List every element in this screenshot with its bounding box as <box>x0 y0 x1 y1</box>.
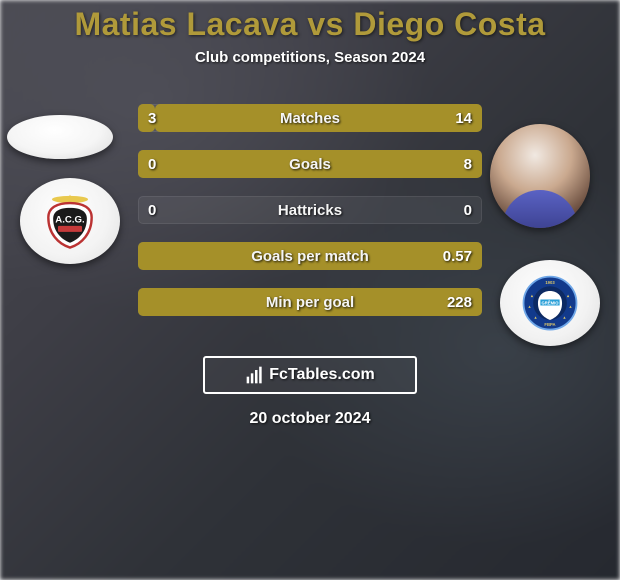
subtitle: Club competitions, Season 2024 <box>0 49 620 66</box>
stat-row: 314Matches <box>138 104 482 132</box>
source-label: FcTables.com <box>269 366 375 384</box>
stat-row: 08Goals <box>138 150 482 178</box>
stat-row: 0.57Goals per match <box>138 242 482 270</box>
stat-row: 228Min per goal <box>138 288 482 316</box>
stat-row: 0 0Hattricks <box>138 196 482 224</box>
source-badge: FcTables.com <box>203 356 417 394</box>
stat-label: Hattricks <box>138 202 482 219</box>
date-label: 20 october 2024 <box>0 410 620 428</box>
bar-right-fill <box>138 242 482 270</box>
infographic: Matias Lacava vs Diego Costa Club compet… <box>0 0 620 580</box>
bar-left-fill <box>138 104 155 132</box>
stat-value-left: 0 <box>148 202 156 219</box>
chart-icon <box>245 365 265 385</box>
bar-right-fill <box>138 150 482 178</box>
stat-value-right: 0 <box>464 202 472 219</box>
bar-right-fill <box>138 288 482 316</box>
stats-area: 314Matches 08Goals 0 0Hattricks 0.57Goals pe… <box>0 104 620 344</box>
page-title: Matias Lacava vs Diego Costa <box>0 6 620 43</box>
bar-right-fill <box>155 104 482 132</box>
stat-bars: 314Matches 08Goals 0 0Hattricks 0.57Goals pe… <box>138 104 482 334</box>
